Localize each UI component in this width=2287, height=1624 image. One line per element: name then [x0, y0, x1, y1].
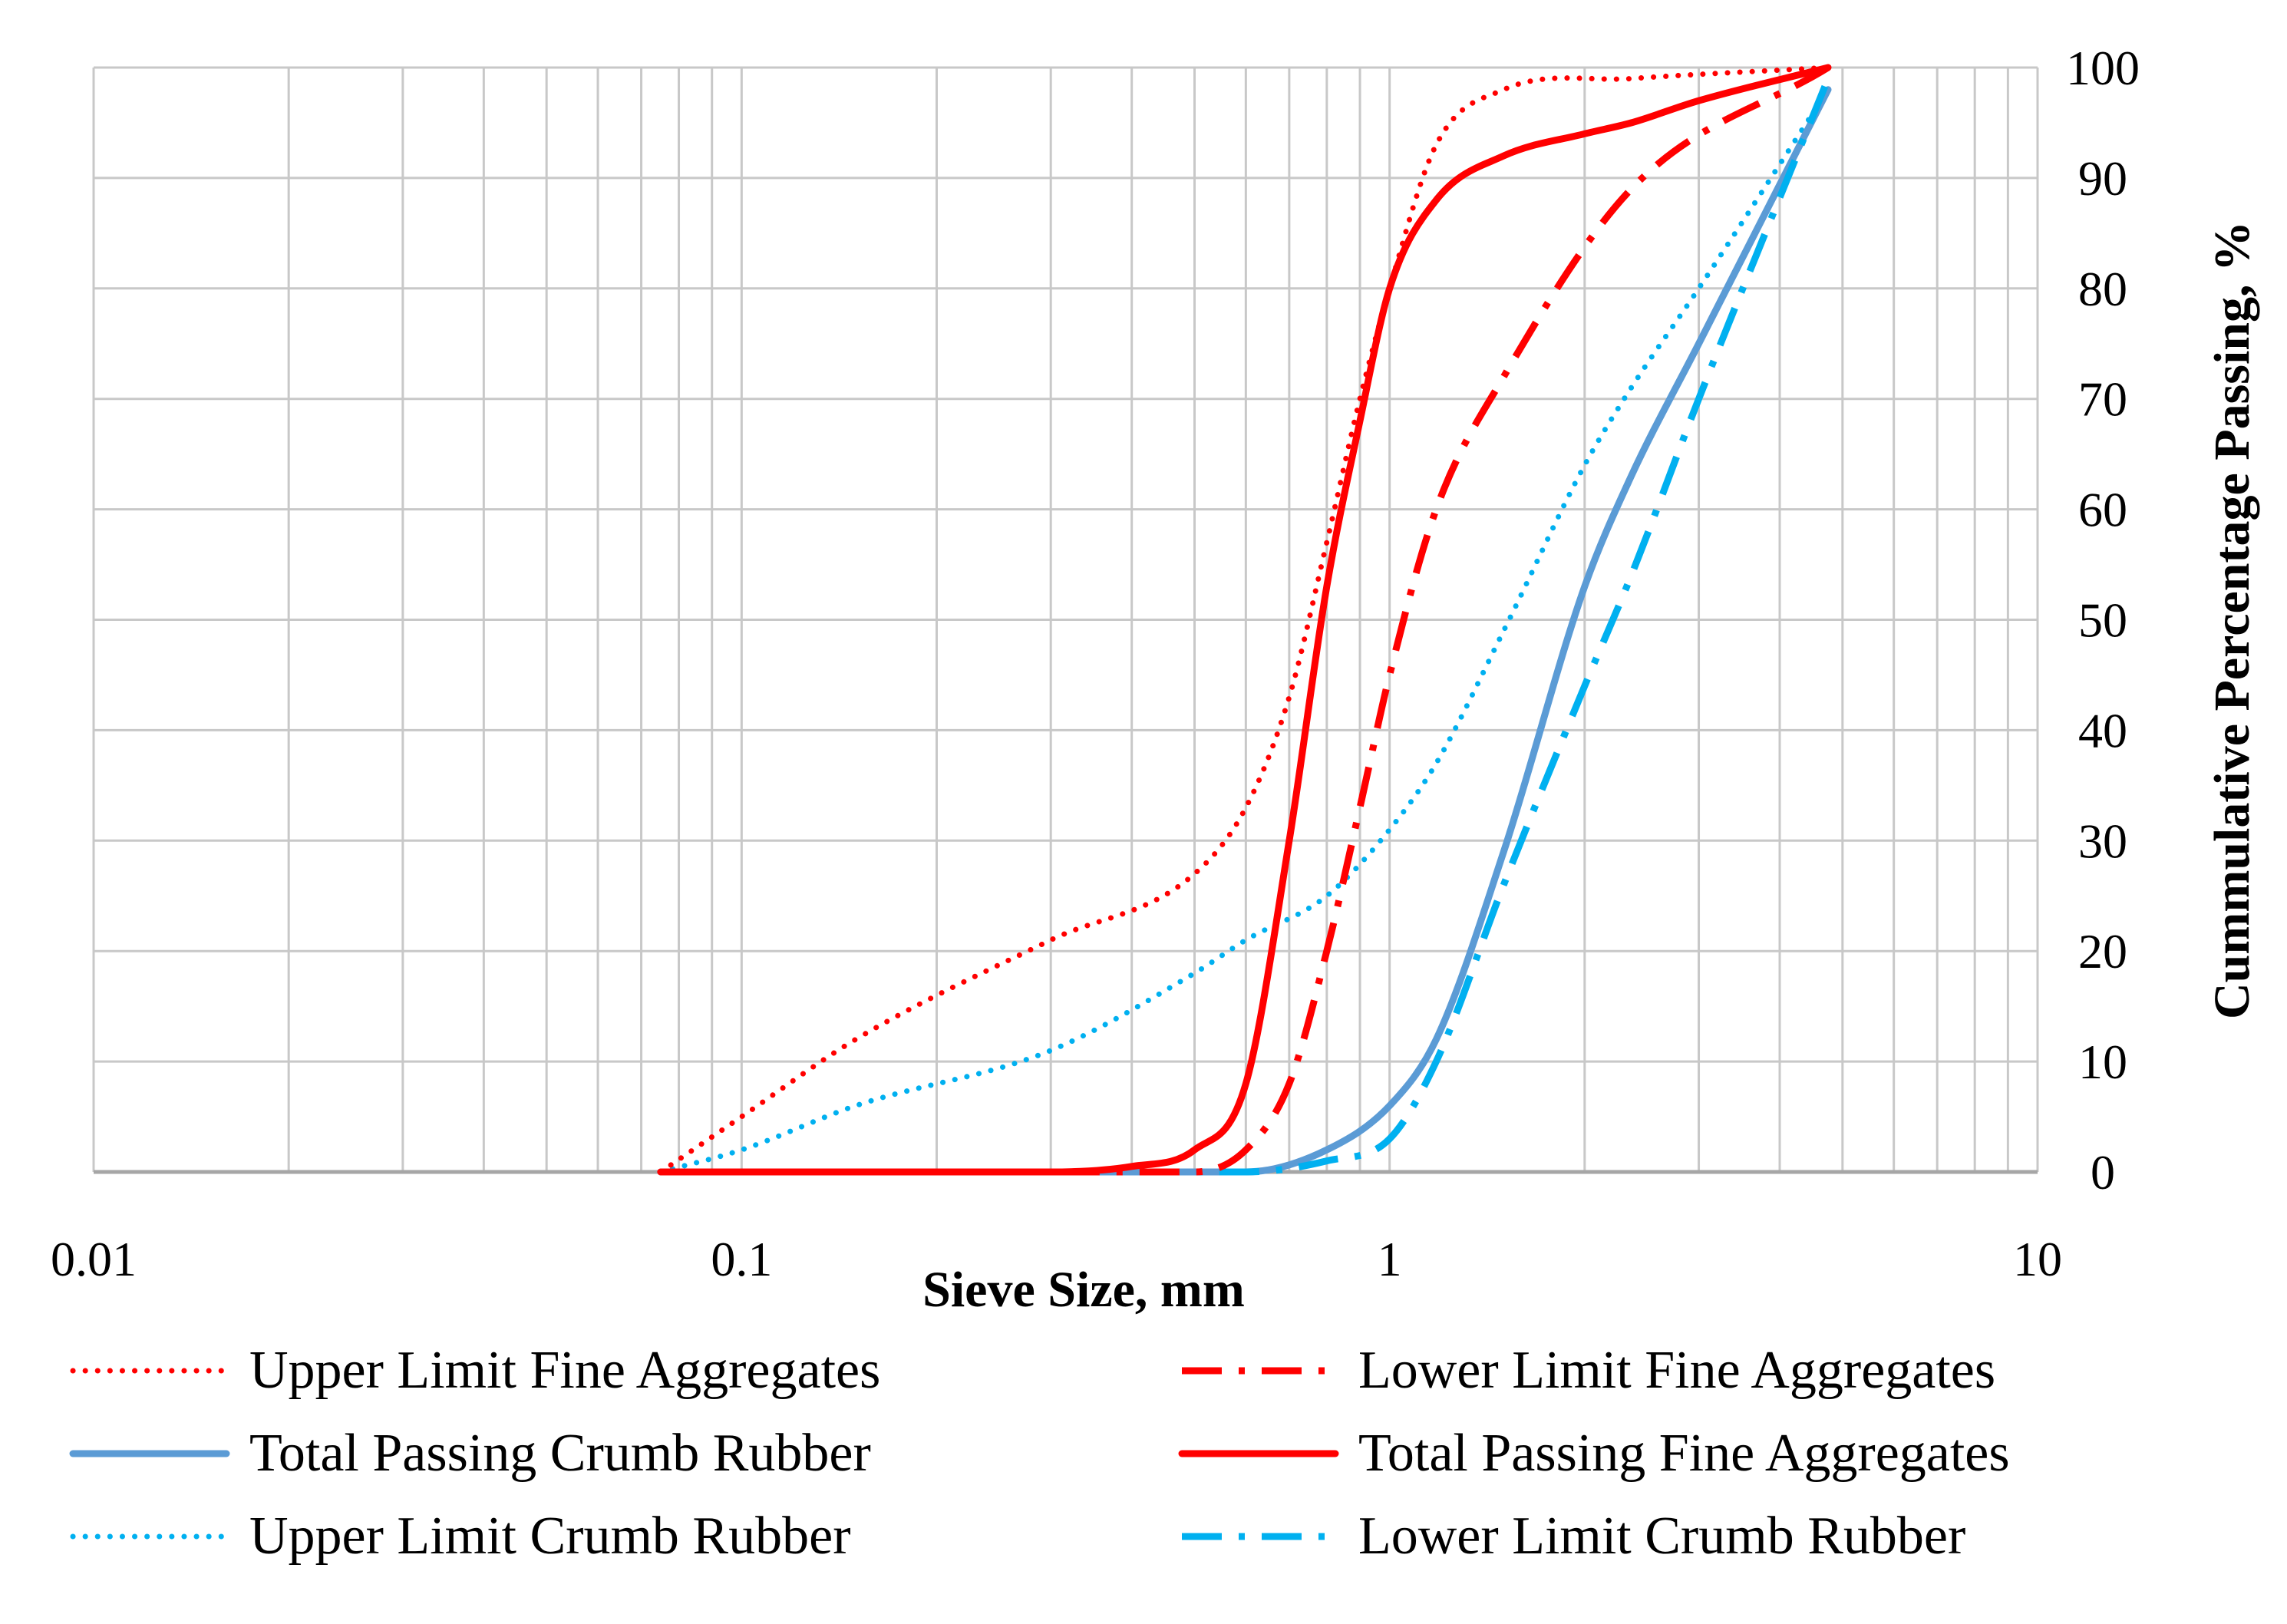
series-upper-limit-crumb-rubber	[658, 87, 1831, 1175]
y-tick-label: 40	[2078, 703, 2127, 758]
x-tick-label: 1	[1378, 1232, 1402, 1286]
legend-label: Total Passing Crumb Rubber	[249, 1424, 871, 1483]
series-total-passing-fine-aggregates	[657, 64, 1832, 1176]
y-axis-label: Cummulative Percentage Passing, %	[2204, 221, 2260, 1019]
y-tick-label: 80	[2078, 262, 2127, 316]
y-tick-label: 30	[2078, 814, 2127, 868]
legend-label: Total Passing Fine Aggregates	[1358, 1424, 2010, 1483]
series-lower-limit-fine-aggregates	[660, 64, 1830, 1176]
series-layer	[657, 64, 1832, 1176]
legend-label: Upper Limit Fine Aggregates	[249, 1341, 880, 1400]
grid-layer	[92, 66, 2039, 1174]
y-tick-label: 20	[2078, 924, 2127, 979]
x-tick-label: 0.1	[711, 1232, 772, 1286]
y-tick-label: 0	[2091, 1145, 2115, 1200]
series-total-passing-crumb-rubber	[657, 86, 1832, 1176]
y-tick-label: 100	[2066, 41, 2140, 95]
y-tick-label: 70	[2078, 372, 2127, 427]
legend-label: Upper Limit Crumb Rubber	[249, 1507, 851, 1566]
y-tick-label: 10	[2078, 1035, 2127, 1089]
legend-label: Lower Limit Fine Aggregates	[1358, 1341, 1995, 1400]
x-tick-label: 0.01	[51, 1232, 137, 1286]
y-tick-label: 50	[2078, 593, 2127, 648]
x-tick-label: 10	[2013, 1232, 2062, 1286]
y-tick-label: 60	[2078, 483, 2127, 537]
y-tick-label: 90	[2078, 151, 2127, 206]
series-lower-limit-crumb-rubber	[660, 77, 1832, 1176]
series-upper-limit-fine-aggregates	[658, 64, 1831, 1175]
legend-label: Lower Limit Crumb Rubber	[1358, 1507, 1965, 1566]
x-axis-label: Sieve Size, mm	[922, 1262, 1245, 1318]
legend: Upper Limit Fine Aggregates Lower Limit F…	[69, 1341, 2010, 1566]
